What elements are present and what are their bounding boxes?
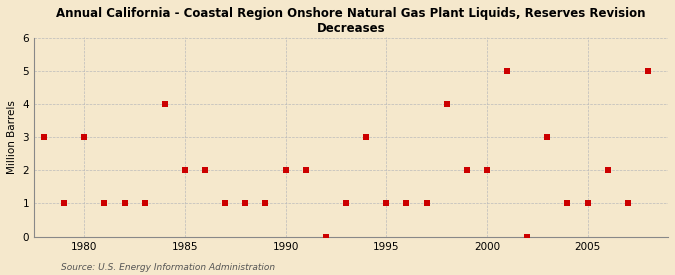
Point bbox=[59, 201, 70, 206]
Point bbox=[462, 168, 472, 172]
Point bbox=[200, 168, 211, 172]
Point bbox=[38, 135, 49, 139]
Point bbox=[602, 168, 613, 172]
Point bbox=[119, 201, 130, 206]
Point bbox=[321, 235, 331, 239]
Point bbox=[522, 235, 533, 239]
Point bbox=[79, 135, 90, 139]
Point bbox=[139, 201, 150, 206]
Point bbox=[421, 201, 432, 206]
Point bbox=[341, 201, 352, 206]
Y-axis label: Million Barrels: Million Barrels bbox=[7, 100, 17, 174]
Title: Annual California - Coastal Region Onshore Natural Gas Plant Liquids, Reserves R: Annual California - Coastal Region Onsho… bbox=[56, 7, 646, 35]
Point bbox=[240, 201, 250, 206]
Point bbox=[280, 168, 291, 172]
Point bbox=[502, 68, 512, 73]
Point bbox=[180, 168, 190, 172]
Point bbox=[622, 201, 633, 206]
Point bbox=[441, 102, 452, 106]
Text: Source: U.S. Energy Information Administration: Source: U.S. Energy Information Administ… bbox=[61, 263, 275, 272]
Point bbox=[381, 201, 392, 206]
Point bbox=[542, 135, 553, 139]
Point bbox=[220, 201, 231, 206]
Point bbox=[260, 201, 271, 206]
Point bbox=[99, 201, 110, 206]
Point bbox=[360, 135, 371, 139]
Point bbox=[582, 201, 593, 206]
Point bbox=[300, 168, 311, 172]
Point bbox=[481, 168, 492, 172]
Point bbox=[643, 68, 653, 73]
Point bbox=[401, 201, 412, 206]
Point bbox=[562, 201, 573, 206]
Point bbox=[159, 102, 170, 106]
